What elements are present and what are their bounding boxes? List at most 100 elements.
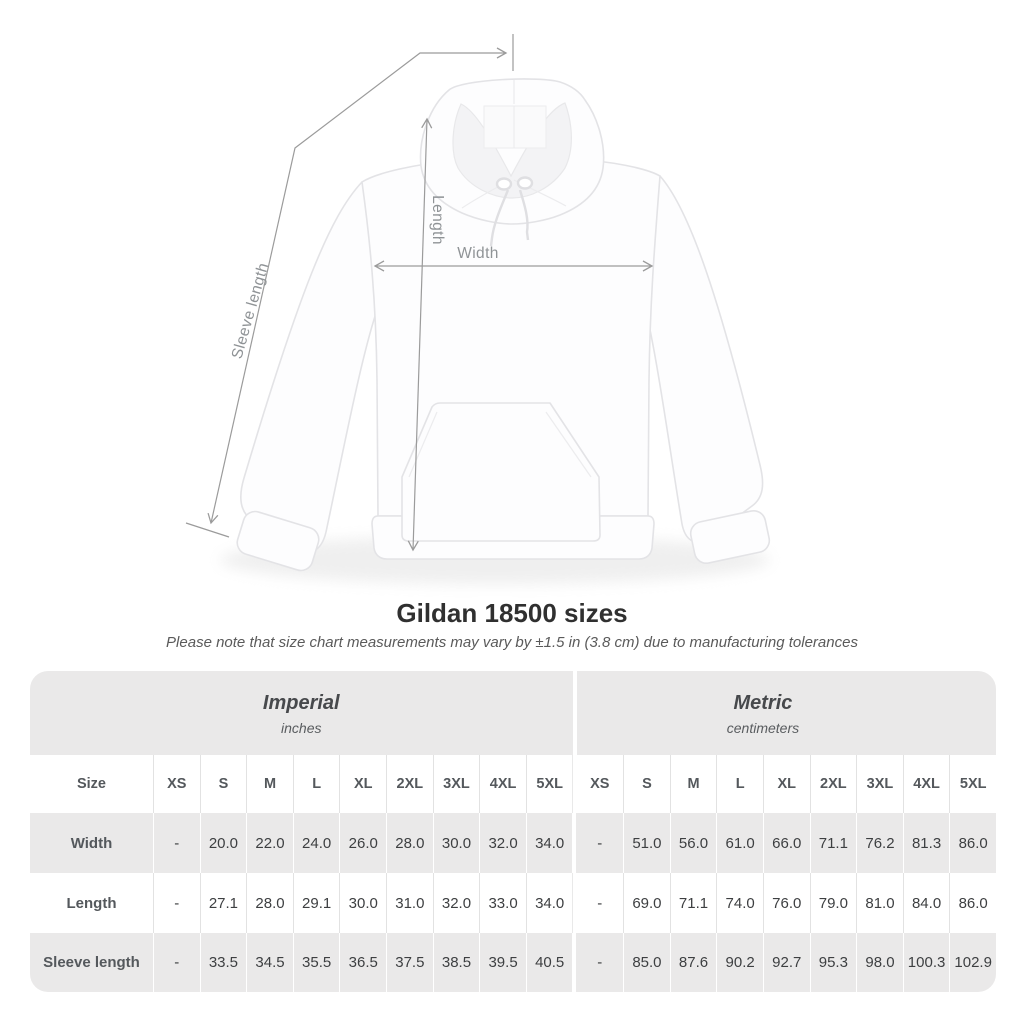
width-measure-label: Width [457, 245, 499, 262]
size-table: Imperial inches Metric centimeters Size … [30, 671, 996, 992]
size-col-header: XS [590, 776, 610, 792]
value-cell: 28.0 [386, 813, 433, 873]
value-cell: 86.0 [949, 813, 996, 873]
unit-group-divider [572, 933, 577, 992]
value-cell: 30.0 [432, 813, 480, 873]
table-row-length: Length - 27.1 28.0 29.1 30.0 31.0 32.0 3… [30, 873, 996, 933]
size-col-header: L [292, 755, 340, 813]
value-cell: 33.0 [479, 873, 526, 933]
value-cell: 71.1 [669, 873, 717, 933]
value-cell: 24.0 [292, 813, 340, 873]
size-col-header: 5XL [525, 755, 573, 813]
value-cell: 39.5 [479, 933, 526, 992]
size-col-header: XL [339, 755, 386, 813]
value-cell: - [597, 894, 603, 912]
value-cell: 79.0 [809, 873, 857, 933]
size-col-header: L [716, 755, 763, 813]
hood-back-panel [483, 105, 547, 149]
row-label: Width [70, 834, 113, 852]
length-arrow [407, 117, 433, 552]
page-title: Gildan 18500 sizes [396, 598, 628, 628]
size-col-header: 5XL [949, 755, 996, 813]
imperial-group-title: Imperial [262, 692, 340, 714]
value-cell: 34.0 [525, 873, 573, 933]
table-row-width: Width - 20.0 22.0 24.0 26.0 28.0 30.0 32… [30, 813, 996, 873]
value-cell: 20.0 [199, 813, 247, 873]
drawstring-right [518, 189, 530, 241]
value-cell: 90.2 [716, 933, 763, 992]
size-col-header: XL [762, 755, 810, 813]
value-cell: 34.5 [246, 933, 293, 992]
table-header-row: Size XS S M L XL 2XL 3XL 4XL 5XL XS S M … [30, 755, 996, 813]
value-cell: 22.0 [246, 813, 293, 873]
value-cell: 87.6 [669, 933, 717, 992]
value-cell: 30.0 [339, 873, 386, 933]
hoodie-hood [419, 78, 605, 225]
drawstring-bow-left-loop [495, 177, 513, 191]
row-label: Length [66, 894, 117, 912]
size-col-header: 2XL [386, 755, 433, 813]
size-col-header: 4XL [479, 755, 526, 813]
size-col-header: 2XL [809, 755, 857, 813]
value-cell: 92.7 [762, 933, 810, 992]
drawstring-bow-right-loop [516, 176, 534, 190]
size-col-header: 3XL [432, 755, 480, 813]
value-cell: 56.0 [669, 813, 717, 873]
size-col-header: 3XL [856, 755, 903, 813]
value-cell: 29.1 [292, 873, 340, 933]
unit-group-divider [572, 755, 576, 813]
value-cell: 38.5 [432, 933, 480, 992]
metric-group-title: Metric [733, 692, 793, 714]
size-col-header: M [669, 755, 717, 813]
value-cell: 36.5 [339, 933, 386, 992]
unit-group-divider [572, 873, 576, 933]
value-cell: 61.0 [716, 813, 763, 873]
unit-group-divider [572, 813, 577, 873]
value-cell: 81.3 [902, 813, 950, 873]
value-cell: 28.0 [246, 873, 293, 933]
imperial-group-header: Imperial inches [30, 671, 573, 755]
table-row-sleeve-length: Sleeve length - 33.5 34.5 35.5 36.5 37.5… [30, 933, 996, 992]
value-cell: - [153, 813, 200, 873]
value-cell: 33.5 [199, 933, 247, 992]
value-cell: 26.0 [339, 813, 386, 873]
hoodie-right-cuff [689, 509, 771, 565]
value-cell: 95.3 [809, 933, 857, 992]
hoodie-left-sleeve [239, 181, 385, 553]
value-cell: 100.3 [902, 933, 950, 992]
value-cell: 84.0 [902, 873, 950, 933]
value-cell: 81.0 [856, 873, 903, 933]
value-cell: - [153, 873, 200, 933]
size-col-header: S [623, 755, 670, 813]
value-cell: 34.0 [525, 813, 573, 873]
size-col-header: XS [153, 755, 200, 813]
sleeve-length-arrow [207, 47, 508, 525]
value-cell: 74.0 [716, 873, 763, 933]
unit-group-band: Imperial inches Metric centimeters [30, 671, 996, 755]
size-header-label: Size [76, 776, 106, 792]
value-cell: - [597, 834, 603, 852]
value-cell: - [153, 933, 200, 992]
value-cell: 76.2 [856, 813, 903, 873]
value-cell: 31.0 [386, 873, 433, 933]
row-label: Sleeve length [43, 954, 140, 971]
value-cell: 66.0 [762, 813, 810, 873]
value-cell: 102.9 [949, 933, 996, 992]
size-col-header: S [199, 755, 247, 813]
value-cell: 37.5 [386, 933, 433, 992]
size-col-header: 4XL [902, 755, 950, 813]
size-col-header: M [246, 755, 293, 813]
value-cell: 76.0 [762, 873, 810, 933]
unit-group-divider [572, 671, 577, 755]
pocket-seam-right [545, 411, 592, 478]
value-cell: 51.0 [623, 813, 670, 873]
value-cell: 32.0 [479, 813, 526, 873]
value-cell: - [597, 954, 603, 971]
value-cell: 85.0 [623, 933, 670, 992]
cuff-tick [185, 522, 230, 538]
page-subtitle: Please note that size chart measurements… [166, 634, 858, 651]
length-measure-label: Length [429, 195, 446, 245]
hoodie-illustration [185, 34, 771, 584]
value-cell: 71.1 [809, 813, 857, 873]
metric-group-header: Metric centimeters [577, 671, 950, 755]
